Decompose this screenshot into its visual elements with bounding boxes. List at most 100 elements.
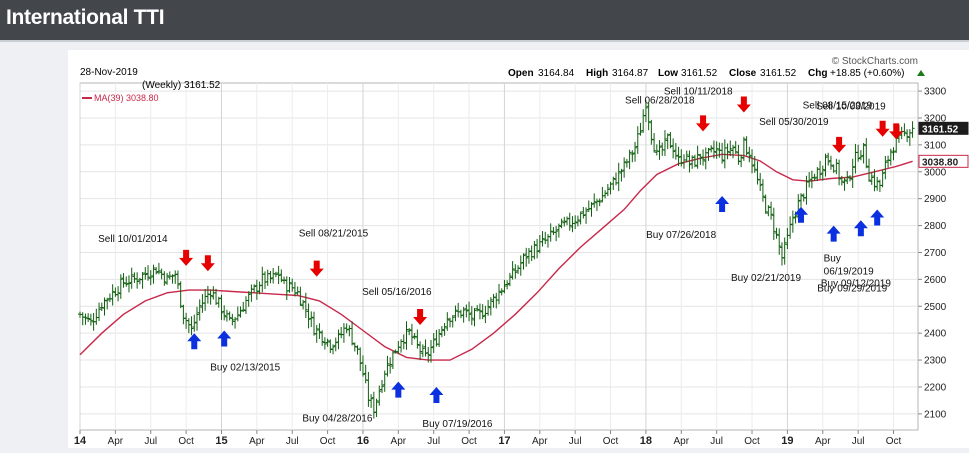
price-bar <box>886 155 891 168</box>
price-bar <box>741 136 746 161</box>
sell-signal: Sell 05/30/2019 <box>759 117 847 153</box>
price-bar <box>192 314 197 332</box>
signal-label: Buy 07/19/2016 <box>422 419 492 430</box>
chg-label: Chg <box>808 68 827 79</box>
price-bar <box>263 271 268 290</box>
series-label: (Weekly) 3161.52 <box>142 80 221 91</box>
price-bar <box>763 194 768 214</box>
price-bar <box>404 321 409 350</box>
price-bar <box>714 141 719 159</box>
sell-arrow-icon <box>875 120 890 137</box>
price-bar <box>597 198 602 207</box>
price-bar <box>148 270 153 286</box>
price-bar <box>785 228 790 250</box>
price-bar <box>858 150 863 161</box>
price-bar <box>613 172 618 186</box>
price-bar <box>752 156 757 173</box>
price-bar <box>287 277 292 293</box>
price-bar <box>409 323 414 346</box>
price-bar <box>186 318 191 334</box>
chg-up-icon <box>917 70 925 76</box>
price-bar <box>320 330 325 346</box>
page-title: International TTI <box>6 6 165 29</box>
price-bar <box>820 165 825 181</box>
price-bar <box>581 206 586 219</box>
price-bar <box>578 211 583 225</box>
price-bar <box>850 158 855 189</box>
sell-signal: Sell 10/01/2014 <box>98 234 194 266</box>
moving-average-line <box>79 153 913 361</box>
price-bar <box>401 334 406 350</box>
price-bar <box>339 326 344 339</box>
price-bar <box>203 289 208 311</box>
price-bar <box>279 269 284 283</box>
x-tick-label: Jul <box>427 436 440 447</box>
price-bar <box>472 307 477 327</box>
price-bar <box>526 247 531 264</box>
price-bar <box>322 337 327 350</box>
price-bar <box>507 272 512 287</box>
price-bar <box>105 297 110 310</box>
axis-layer: 2100 2200 2300 2400 2500 2600 2700 2800 2900 3000… <box>74 87 969 447</box>
price-bar <box>624 158 629 168</box>
price-bar <box>331 344 336 355</box>
price-bar <box>488 297 493 316</box>
y-tick-label: 2100 <box>924 409 947 420</box>
price-bar <box>453 305 458 322</box>
price-bar <box>643 100 648 122</box>
y-tick-label: 2900 <box>924 194 947 205</box>
price-bar <box>641 109 646 133</box>
price-bar <box>355 345 360 355</box>
buy-signal: Buy 09/12/2019 <box>821 220 891 289</box>
price-bar <box>377 385 382 406</box>
price-bar <box>750 149 755 174</box>
signal-label: Buy 06/19/2019 <box>824 254 874 278</box>
sell-arrow-icon <box>309 260 324 277</box>
price-bar <box>499 288 504 296</box>
price-bar <box>521 253 526 270</box>
price-bar <box>159 268 164 280</box>
price-bar <box>380 379 385 394</box>
price-bar <box>706 148 711 161</box>
price-bar <box>790 210 795 233</box>
x-tick-label: Jul <box>286 436 299 447</box>
x-tick-label: 14 <box>74 435 87 447</box>
price-bar <box>382 370 387 392</box>
price-bar <box>124 276 129 287</box>
signal-label: Buy 07/26/2018 <box>646 230 716 241</box>
price-bar <box>298 286 303 306</box>
y-tick-label: 2400 <box>924 329 947 340</box>
price-bar <box>902 123 907 137</box>
price-bar <box>461 306 466 323</box>
price-bar <box>121 273 126 288</box>
price-bar <box>369 394 374 408</box>
price-bar <box>910 121 915 138</box>
open-label: Open <box>508 68 534 79</box>
price-bar <box>867 158 872 182</box>
price-bar <box>505 280 510 290</box>
price-bar <box>804 175 809 205</box>
price-bar <box>570 216 575 233</box>
price-bar <box>194 306 199 331</box>
price-bar <box>165 272 170 285</box>
x-tick-label: Jul <box>144 436 157 447</box>
price-bar <box>317 323 322 339</box>
sell-arrow-icon <box>832 136 847 153</box>
price-bar <box>295 286 300 296</box>
y-tick-label: 3200 <box>924 113 947 124</box>
price-bar <box>847 175 852 182</box>
price-bar <box>736 144 741 165</box>
price-bar <box>728 140 733 157</box>
price-chart[interactable]: Sell 10/01/2014 Sell 08/21/2015 Sell 05/16… <box>68 50 969 448</box>
price-bar <box>684 150 689 163</box>
price-bar <box>273 271 278 278</box>
price-bar <box>197 299 202 321</box>
price-bar <box>755 161 760 185</box>
price-bar <box>799 193 804 207</box>
signal-label: Sell 06/28/2018 <box>625 95 695 106</box>
price-bar <box>891 147 896 161</box>
buy-arrow-icon <box>187 333 202 350</box>
price-bar <box>532 240 537 260</box>
price-bar <box>181 304 186 325</box>
price-bar <box>788 216 793 239</box>
